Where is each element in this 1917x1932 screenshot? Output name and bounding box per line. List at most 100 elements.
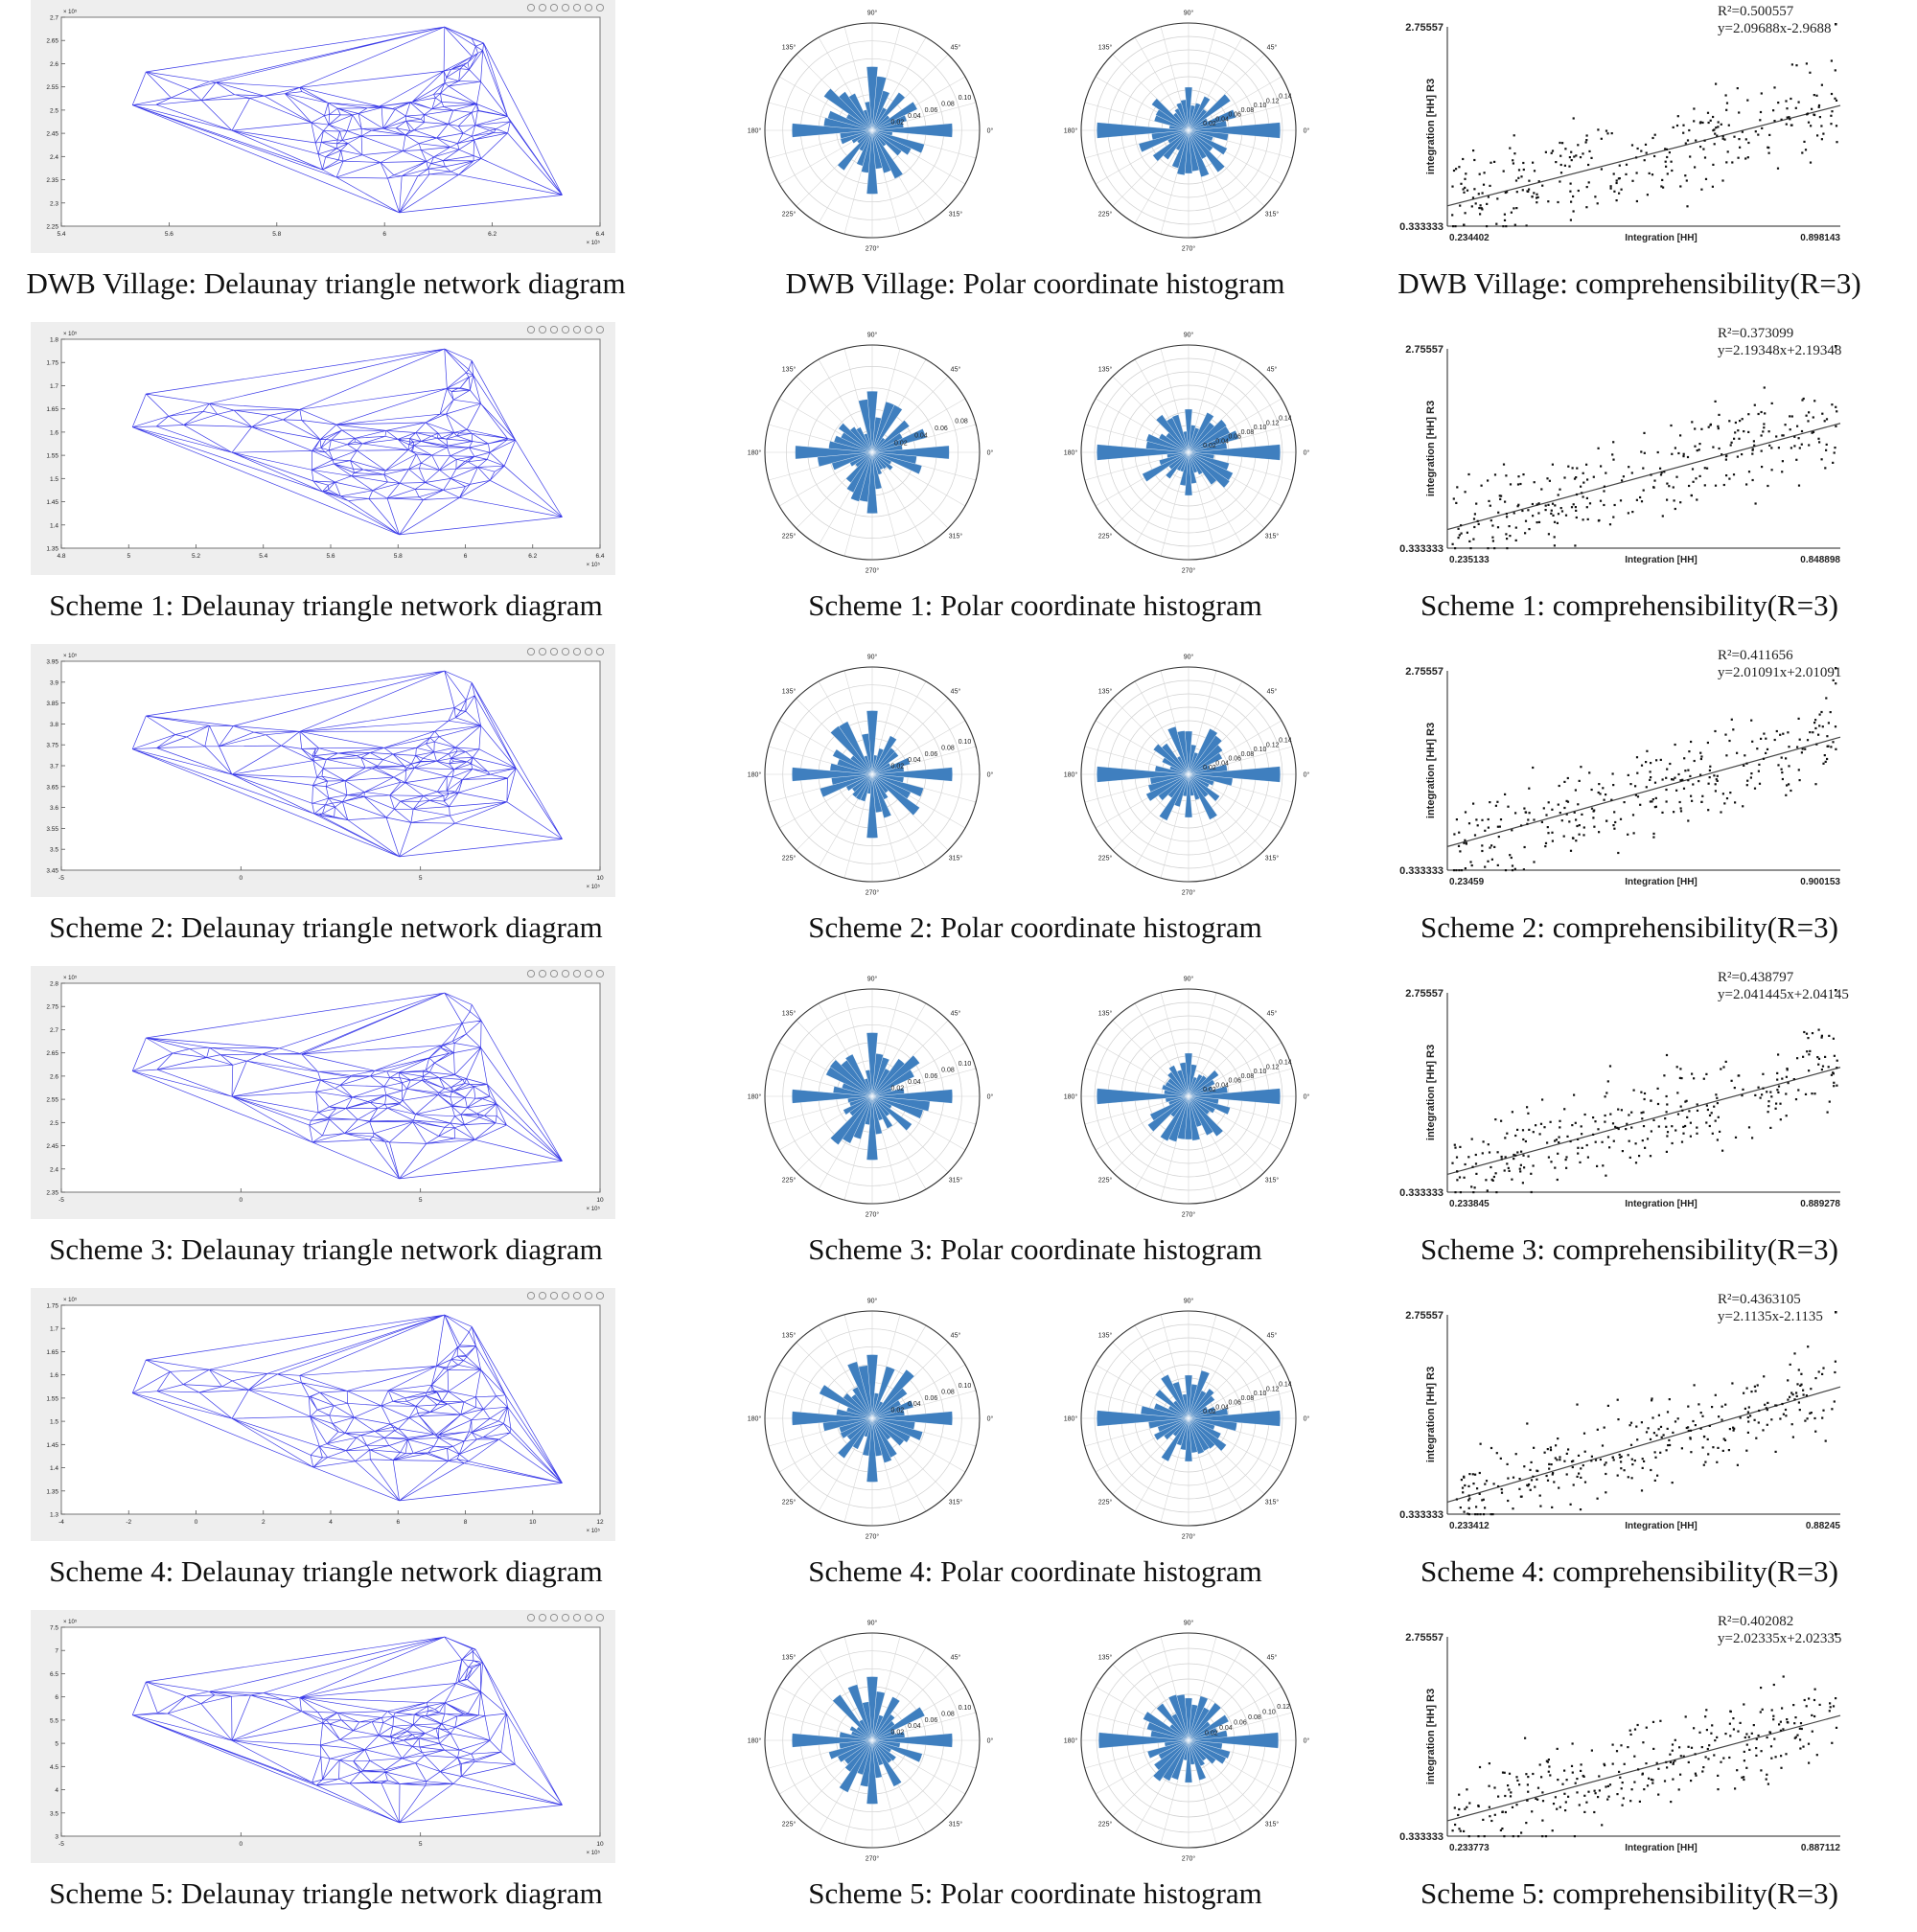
x-min-label: 0.234402 bbox=[1449, 233, 1490, 243]
toolbar-icon[interactable] bbox=[549, 325, 559, 334]
scatter-point bbox=[1772, 1683, 1775, 1687]
polar-angle-label: 270° bbox=[1182, 1211, 1196, 1219]
scatter-point bbox=[1741, 418, 1744, 421]
x-max-label: 0.900153 bbox=[1800, 877, 1840, 887]
scatter-point bbox=[1557, 1779, 1559, 1782]
toolbar-icon[interactable] bbox=[572, 969, 582, 978]
scatter-point bbox=[1532, 1475, 1535, 1478]
scatter-point bbox=[1594, 1120, 1597, 1123]
scatter-point bbox=[1635, 1425, 1638, 1428]
scatter-point bbox=[1709, 424, 1712, 426]
polar-bar bbox=[866, 391, 878, 453]
toolbar-icon[interactable] bbox=[595, 3, 605, 12]
toolbar-icon[interactable] bbox=[595, 969, 605, 978]
toolbar-icon[interactable] bbox=[561, 325, 570, 334]
scatter-point bbox=[1789, 1395, 1791, 1398]
toolbar-icon[interactable] bbox=[526, 969, 536, 978]
polar-radial-label: 0.04 bbox=[1219, 1725, 1233, 1732]
scatter-point bbox=[1663, 1780, 1667, 1782]
scatter-point bbox=[1585, 139, 1588, 142]
toolbar-icon[interactable] bbox=[572, 325, 582, 334]
polar-angle-label: 225° bbox=[782, 854, 797, 862]
toolbar-icon[interactable] bbox=[584, 1613, 593, 1622]
toolbar-icon[interactable] bbox=[538, 3, 547, 12]
scatter-point bbox=[1563, 164, 1566, 167]
toolbar-icon[interactable] bbox=[572, 3, 582, 12]
scatter-point bbox=[1576, 467, 1579, 470]
scatter-point bbox=[1830, 746, 1833, 748]
scatter-point bbox=[1594, 1459, 1598, 1461]
toolbar-icon[interactable] bbox=[561, 1613, 570, 1622]
scatter-point bbox=[1577, 189, 1580, 193]
toolbar-icon[interactable] bbox=[595, 1291, 605, 1300]
polar-angle-label: 180° bbox=[1064, 127, 1078, 135]
scatter-point bbox=[1646, 749, 1649, 752]
scatter-point bbox=[1530, 1172, 1533, 1175]
toolbar-icon[interactable] bbox=[538, 1613, 547, 1622]
toolbar-icon[interactable] bbox=[549, 1291, 559, 1300]
x-tick-label: 6.2 bbox=[488, 231, 497, 238]
scatter-point bbox=[1620, 1467, 1623, 1470]
scatter-point bbox=[1606, 1798, 1609, 1801]
scatter-point bbox=[1494, 1172, 1497, 1175]
toolbar-icon[interactable] bbox=[584, 969, 593, 978]
toolbar-icon[interactable] bbox=[549, 969, 559, 978]
toolbar-icon[interactable] bbox=[584, 325, 593, 334]
scatter-point bbox=[1835, 23, 1837, 26]
scatter-point bbox=[1517, 475, 1520, 478]
toolbar-icon[interactable] bbox=[538, 647, 547, 656]
toolbar-icon[interactable] bbox=[561, 3, 570, 12]
toolbar-icon[interactable] bbox=[549, 3, 559, 12]
equation-label: y=2.02335x+2.02335 bbox=[1718, 1631, 1841, 1646]
scatter-point bbox=[1467, 1513, 1470, 1516]
toolbar-icon[interactable] bbox=[526, 1291, 536, 1300]
polar-bar bbox=[1188, 773, 1218, 820]
scatter-point bbox=[1666, 155, 1669, 159]
toolbar-icon[interactable] bbox=[526, 325, 536, 334]
toolbar-icon[interactable] bbox=[572, 647, 582, 656]
polar-bars bbox=[792, 710, 953, 839]
toolbar-icon[interactable] bbox=[526, 1613, 536, 1622]
scatter-point bbox=[1514, 179, 1518, 182]
scatter-point bbox=[1835, 425, 1837, 427]
toolbar-icon[interactable] bbox=[538, 969, 547, 978]
polar-outer-ring bbox=[764, 1310, 981, 1527]
toolbar-icon[interactable] bbox=[584, 3, 593, 12]
toolbar-icon[interactable] bbox=[595, 1613, 605, 1622]
scatter-point bbox=[1813, 1416, 1816, 1420]
scatter-point bbox=[1464, 867, 1467, 870]
toolbar-icon[interactable] bbox=[526, 3, 536, 12]
toolbar-icon[interactable] bbox=[561, 647, 570, 656]
toolbar-icon[interactable] bbox=[549, 647, 559, 656]
toolbar-icon[interactable] bbox=[595, 647, 605, 656]
scatter-point bbox=[1481, 1499, 1484, 1502]
scatter-point bbox=[1573, 1093, 1576, 1096]
scatter-point bbox=[1654, 1456, 1657, 1459]
scatter-point bbox=[1669, 1443, 1672, 1447]
scatter-point bbox=[1785, 757, 1788, 760]
scatter-point bbox=[1566, 776, 1569, 780]
toolbar-icon[interactable] bbox=[572, 1291, 582, 1300]
polar-bar bbox=[871, 773, 924, 797]
toolbar-icon[interactable] bbox=[572, 1613, 582, 1622]
toolbar-icon[interactable] bbox=[584, 1291, 593, 1300]
scatter-point bbox=[1722, 1066, 1725, 1069]
toolbar-icon[interactable] bbox=[561, 969, 570, 978]
scatter-point bbox=[1663, 1074, 1666, 1077]
toolbar-icon[interactable] bbox=[538, 1291, 547, 1300]
scatter-point bbox=[1453, 1143, 1456, 1146]
scatter-point bbox=[1786, 107, 1789, 110]
scatter-point bbox=[1665, 800, 1668, 803]
toolbar-icon[interactable] bbox=[526, 647, 536, 656]
toolbar-icon[interactable] bbox=[584, 647, 593, 656]
delaunay-panel: 7.5 7 6.5 6 5.5 5 4.5 4 3.5 3 -5 0 5 10 × 10⁵ × 10⁵ Sche… bbox=[31, 1610, 625, 1932]
toolbar-icon[interactable] bbox=[561, 1291, 570, 1300]
toolbar-icon[interactable] bbox=[595, 325, 605, 334]
scatter-point bbox=[1776, 1089, 1779, 1092]
toolbar-icon[interactable] bbox=[538, 325, 547, 334]
scatter-point bbox=[1684, 770, 1687, 772]
polar-angle-label: 45° bbox=[951, 1332, 961, 1340]
toolbar-icon[interactable] bbox=[549, 1613, 559, 1622]
scatter-point bbox=[1670, 160, 1673, 163]
scatter-point bbox=[1774, 1107, 1777, 1110]
